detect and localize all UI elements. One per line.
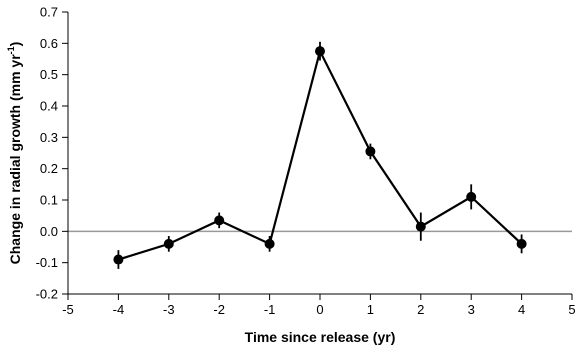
data-point — [113, 254, 124, 265]
y-tick-label: -0.1 — [36, 255, 58, 270]
x-tick-label: 1 — [367, 302, 374, 317]
series-line — [118, 48, 523, 261]
x-tick-label: -4 — [113, 302, 125, 317]
y-axis-title-superscript: -1 — [6, 46, 16, 54]
y-axis-title-main: Change in radial growth (mm yr — [7, 54, 23, 265]
x-tick-label: 5 — [568, 302, 575, 317]
data-point — [415, 221, 426, 232]
data-point — [264, 238, 275, 249]
y-axis: -0.2 -0.1 0.0 0.1 0.2 0.3 0.4 0.5 0.6 0.7 — [36, 5, 69, 302]
x-tick-label: 4 — [518, 302, 525, 317]
y-tick-label: 0.1 — [40, 193, 58, 208]
data-point — [516, 238, 527, 249]
x-tick-label: -1 — [264, 302, 276, 317]
x-tick-label: 2 — [417, 302, 424, 317]
y-tick-label: 0.4 — [40, 99, 58, 114]
x-tick-label: -2 — [213, 302, 225, 317]
x-axis-title: Time since release (yr) — [245, 329, 396, 345]
y-tick-label: 0.2 — [40, 161, 58, 176]
y-tick-label: 0.0 — [40, 224, 58, 239]
data-point — [214, 215, 225, 226]
y-tick-label: 0.6 — [40, 36, 58, 51]
x-tick-label: 0 — [316, 302, 323, 317]
y-tick-label: 0.7 — [40, 5, 58, 20]
y-tick-label: -0.2 — [36, 287, 58, 302]
x-tick-label: -3 — [163, 302, 175, 317]
x-tick-label: 3 — [468, 302, 475, 317]
y-tick-label: 0.3 — [40, 130, 58, 145]
x-tick-label: -5 — [62, 302, 74, 317]
data-point — [466, 191, 477, 202]
error-bars — [117, 41, 523, 269]
data-point — [365, 146, 376, 157]
y-axis-title-end: ) — [7, 42, 23, 47]
data-points — [113, 46, 527, 265]
data-point — [163, 238, 174, 249]
data-point — [315, 46, 325, 57]
y-axis-title: Change in radial growth (mm yr-1) — [6, 42, 23, 265]
x-axis: -5 -4 -3 -2 -1 0 1 2 3 4 5 — [62, 293, 576, 317]
y-tick-label: 0.5 — [40, 67, 58, 82]
